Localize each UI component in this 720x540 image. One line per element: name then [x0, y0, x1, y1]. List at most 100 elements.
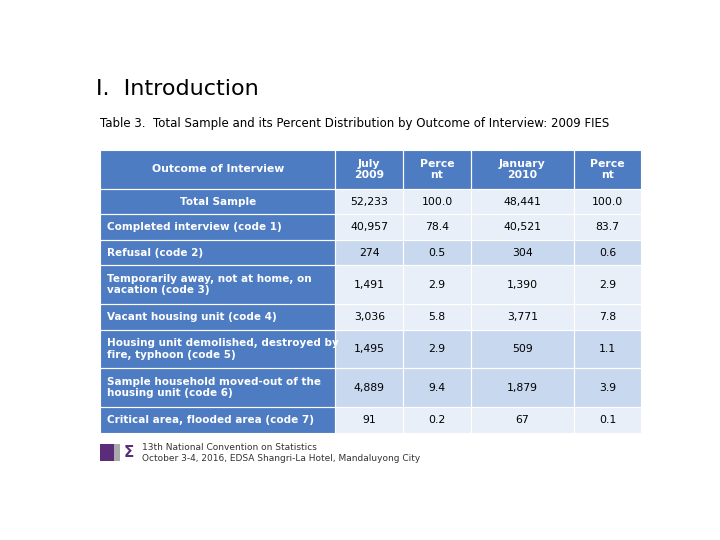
Text: 78.4: 78.4 [425, 222, 449, 232]
Bar [100, 368, 336, 407]
Text: Critical area, flooded area (code 7): Critical area, flooded area (code 7) [107, 415, 314, 425]
Bar [336, 407, 403, 433]
Text: Perce
nt: Perce nt [590, 159, 625, 180]
Bar [471, 368, 574, 407]
Text: Refusal (code 2): Refusal (code 2) [107, 247, 203, 258]
Bar [471, 329, 574, 368]
Text: 2.9: 2.9 [428, 280, 446, 290]
Bar [100, 214, 336, 240]
Bar [403, 368, 471, 407]
Text: 3,771: 3,771 [507, 312, 538, 322]
Bar [403, 265, 471, 304]
Text: Σ: Σ [124, 446, 134, 460]
Bar [403, 189, 471, 214]
Text: Perce
nt: Perce nt [420, 159, 454, 180]
Text: 509: 509 [512, 344, 533, 354]
Bar [336, 304, 403, 329]
Text: Temporarily away, not at home, on
vacation (code 3): Temporarily away, not at home, on vacati… [107, 274, 311, 295]
Bar [403, 240, 471, 265]
Bar [471, 189, 574, 214]
Bar [574, 189, 642, 214]
Bar [403, 407, 471, 433]
Bar [574, 150, 642, 189]
Bar [336, 214, 403, 240]
Bar [336, 265, 403, 304]
Bar [471, 304, 574, 329]
Bar [100, 304, 336, 329]
Bar [100, 407, 336, 433]
Bar [403, 214, 471, 240]
Bar [100, 265, 336, 304]
Bar [471, 265, 574, 304]
Bar [100, 368, 336, 407]
Bar [100, 329, 336, 368]
Bar [574, 329, 642, 368]
Bar [336, 329, 403, 368]
Bar [114, 444, 120, 461]
Text: 3,036: 3,036 [354, 312, 385, 322]
Bar [574, 265, 642, 304]
Bar [100, 240, 336, 265]
Bar [100, 150, 336, 189]
Bar [574, 265, 642, 304]
Text: 0.2: 0.2 [428, 415, 446, 425]
Bar [471, 150, 574, 189]
Text: 1.1: 1.1 [599, 344, 616, 354]
Bar [574, 368, 642, 407]
Bar [471, 329, 574, 368]
Bar [336, 407, 403, 433]
Bar [403, 368, 471, 407]
Bar [574, 189, 642, 214]
Bar [471, 407, 574, 433]
Bar [336, 189, 403, 214]
Text: 100.0: 100.0 [592, 197, 623, 207]
Bar [574, 150, 642, 189]
Text: I.  Introduction: I. Introduction [96, 79, 258, 99]
Text: 3.9: 3.9 [599, 383, 616, 393]
Text: 1,390: 1,390 [507, 280, 538, 290]
Bar [574, 407, 642, 433]
Bar [574, 214, 642, 240]
Text: 304: 304 [512, 247, 533, 258]
Bar [403, 304, 471, 329]
Text: 40,521: 40,521 [503, 222, 541, 232]
Bar [100, 240, 336, 265]
Text: 83.7: 83.7 [595, 222, 619, 232]
Bar [403, 407, 471, 433]
Bar [471, 304, 574, 329]
Bar [100, 265, 336, 304]
Text: 0.5: 0.5 [428, 247, 446, 258]
Bar [100, 304, 336, 329]
Bar [471, 214, 574, 240]
Bar [471, 189, 574, 214]
Text: 2.9: 2.9 [599, 280, 616, 290]
Bar [574, 304, 642, 329]
Bar [471, 265, 574, 304]
Text: 274: 274 [359, 247, 379, 258]
Bar [100, 214, 336, 240]
Bar [403, 329, 471, 368]
Bar [336, 240, 403, 265]
Bar [471, 150, 574, 189]
Text: Sample household moved-out of the
housing unit (code 6): Sample household moved-out of the housin… [107, 377, 320, 399]
Text: 1,491: 1,491 [354, 280, 384, 290]
Text: 0.1: 0.1 [599, 415, 616, 425]
Bar [100, 189, 336, 214]
Bar [403, 329, 471, 368]
Bar [100, 407, 336, 433]
Text: October 3-4, 2016, EDSA Shangri-La Hotel, Mandaluyong City: October 3-4, 2016, EDSA Shangri-La Hotel… [142, 454, 420, 463]
Text: 48,441: 48,441 [503, 197, 541, 207]
Bar [574, 240, 642, 265]
Bar [403, 189, 471, 214]
Text: Housing unit demolished, destroyed by
fire, typhoon (code 5): Housing unit demolished, destroyed by fi… [107, 339, 338, 360]
Bar [574, 368, 642, 407]
Bar [336, 150, 403, 189]
Text: 13th National Convention on Statistics: 13th National Convention on Statistics [142, 443, 317, 452]
Text: 52,233: 52,233 [351, 197, 388, 207]
Bar [471, 240, 574, 265]
Bar [336, 329, 403, 368]
Bar [403, 265, 471, 304]
Bar [403, 240, 471, 265]
Text: Outcome of Interview: Outcome of Interview [152, 165, 284, 174]
Bar [403, 150, 471, 189]
